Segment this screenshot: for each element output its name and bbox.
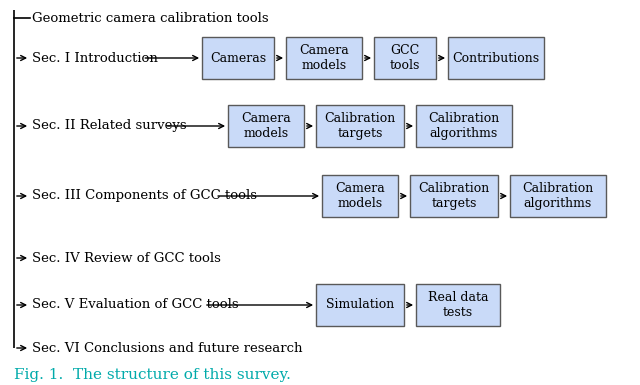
Text: Sec. III Components of GCC tools: Sec. III Components of GCC tools — [32, 189, 257, 203]
Text: Calibration
algorithms: Calibration algorithms — [428, 112, 500, 140]
Bar — [448, 37, 544, 79]
Bar — [374, 37, 436, 79]
Bar — [416, 105, 512, 147]
Text: Simulation: Simulation — [326, 298, 394, 311]
Bar — [202, 37, 274, 79]
Text: Calibration
algorithms: Calibration algorithms — [522, 182, 594, 210]
Text: Sec. II Related surveys: Sec. II Related surveys — [32, 119, 187, 132]
Text: Camera
models: Camera models — [241, 112, 291, 140]
Text: Sec. I Introduction: Sec. I Introduction — [32, 52, 158, 65]
Text: GCC
tools: GCC tools — [390, 44, 420, 72]
Text: Real data
tests: Real data tests — [428, 291, 488, 319]
Text: Sec. VI Conclusions and future research: Sec. VI Conclusions and future research — [32, 341, 303, 355]
Text: Geometric camera calibration tools: Geometric camera calibration tools — [32, 12, 269, 25]
Bar — [416, 284, 500, 326]
Text: Calibration
targets: Calibration targets — [419, 182, 490, 210]
Text: Camera
models: Camera models — [335, 182, 385, 210]
Text: Cameras: Cameras — [210, 52, 266, 65]
Bar — [316, 284, 404, 326]
Text: Contributions: Contributions — [452, 52, 540, 65]
Text: Sec. V Evaluation of GCC tools: Sec. V Evaluation of GCC tools — [32, 298, 239, 311]
Bar — [510, 175, 606, 217]
Bar — [322, 175, 398, 217]
Bar — [228, 105, 304, 147]
Text: Fig. 1.  The structure of this survey.: Fig. 1. The structure of this survey. — [14, 368, 291, 382]
Bar — [410, 175, 498, 217]
Text: Calibration
targets: Calibration targets — [324, 112, 396, 140]
Bar — [316, 105, 404, 147]
Text: Sec. IV Review of GCC tools: Sec. IV Review of GCC tools — [32, 251, 221, 264]
Text: Camera
models: Camera models — [299, 44, 349, 72]
Bar — [286, 37, 362, 79]
